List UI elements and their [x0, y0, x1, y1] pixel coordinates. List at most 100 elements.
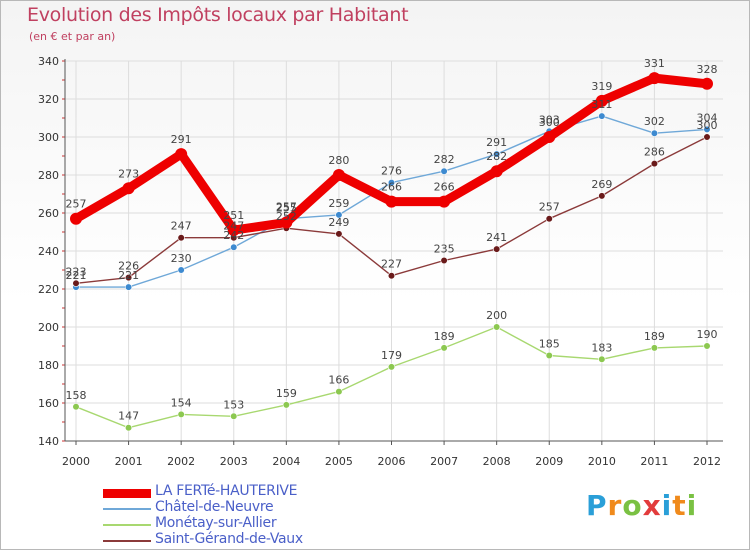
y-tick-label: 200: [38, 321, 59, 334]
data-label: 179: [381, 349, 402, 362]
legend: LA FERTé-HAUTERIVE Châtel-de-Neuvre Monéta…: [97, 483, 397, 549]
data-point: [335, 230, 343, 238]
data-point: [387, 363, 396, 371]
data-point: [438, 195, 451, 208]
data-point: [650, 344, 659, 352]
data-point: [545, 215, 553, 223]
data-point: [177, 410, 185, 419]
data-label: 311: [591, 98, 612, 111]
brand-letter: t: [672, 489, 687, 522]
data-label: 252: [276, 210, 297, 223]
data-point: [493, 323, 501, 331]
data-point: [124, 274, 133, 282]
data-label: 226: [118, 260, 139, 273]
data-point: [175, 148, 188, 161]
data-label: 185: [539, 338, 560, 351]
data-label: 249: [328, 216, 349, 229]
x-tick-label: 2007: [430, 455, 458, 468]
data-label: 331: [644, 57, 665, 70]
data-label: 276: [381, 165, 402, 178]
y-tick-label: 220: [38, 283, 59, 296]
data-point: [543, 131, 556, 143]
data-label: 259: [328, 197, 349, 210]
y-tick-label: 140: [38, 435, 59, 448]
data-label: 227: [381, 258, 402, 271]
legend-swatch: [103, 540, 151, 542]
data-label: 257: [66, 198, 87, 211]
data-label: 241: [486, 231, 507, 244]
data-point: [177, 266, 185, 274]
brand-letter: i: [686, 489, 698, 522]
y-tick-label: 280: [38, 169, 59, 182]
proxiti-logo: Proxiti: [586, 489, 697, 522]
x-tick-label: 2003: [220, 455, 248, 468]
y-tick-label: 300: [38, 131, 59, 144]
data-point: [490, 165, 503, 178]
data-point: [598, 112, 606, 120]
data-point: [227, 224, 240, 237]
data-label: 153: [223, 398, 244, 411]
data-point: [440, 256, 448, 265]
legend-swatch: [103, 488, 151, 498]
data-point: [70, 212, 82, 225]
data-label: 302: [644, 115, 665, 128]
axis-layer: 140 160 180 200 220 240 260 280 300 320 340 2000 200…: [38, 55, 723, 468]
data-point: [335, 388, 343, 396]
data-point: [648, 72, 661, 85]
data-point: [493, 245, 501, 253]
data-label: 282: [434, 153, 455, 166]
brand-letter: i: [661, 489, 673, 522]
data-point: [440, 167, 448, 175]
data-label: 304: [697, 111, 718, 124]
x-tick-label: 2005: [325, 455, 353, 468]
data-label: 303: [539, 113, 560, 126]
data-point: [385, 195, 398, 208]
data-point: [701, 77, 713, 90]
data-label: 247: [171, 220, 192, 233]
data-label: 230: [171, 252, 192, 265]
data-point: [703, 342, 711, 350]
legend-item: Châtel-de-Neuvre: [97, 499, 397, 517]
legend-label: Châtel-de-Neuvre: [155, 499, 274, 515]
data-label: 269: [591, 178, 612, 191]
x-tick-label: 2012: [693, 455, 721, 468]
data-point: [493, 150, 501, 158]
data-label: 291: [486, 136, 507, 149]
data-label: 221: [118, 269, 139, 282]
data-point: [124, 424, 133, 432]
series-layer: [70, 72, 713, 432]
data-label: 223: [66, 265, 87, 278]
data-label: 282: [486, 150, 507, 163]
legend-item: LA FERTé-HAUTERIVE: [97, 483, 397, 501]
data-point: [595, 94, 608, 107]
y-tick-label: 160: [38, 397, 59, 410]
data-point: [598, 192, 606, 200]
legend-swatch: [103, 524, 151, 526]
data-label: 319: [591, 80, 612, 93]
data-point: [335, 211, 343, 219]
data-point: [280, 216, 293, 229]
data-label: 251: [223, 209, 244, 222]
data-label: 242: [223, 229, 244, 242]
data-point: [177, 234, 185, 242]
x-tick-label: 2000: [62, 455, 90, 468]
legend-label: Saint-Gérand-de-Vaux: [155, 531, 303, 547]
data-point: [72, 403, 80, 411]
data-label: 190: [697, 328, 718, 341]
x-tick-label: 2001: [115, 455, 143, 468]
data-label: 257: [539, 201, 560, 214]
legend-item: Monétay-sur-Allier: [97, 515, 397, 533]
legend-label: Monétay-sur-Allier: [155, 515, 277, 531]
line-chart: 140 160 180 200 220 240 260 280 300 320 340 2000 200…: [38, 55, 723, 468]
data-point: [703, 125, 711, 133]
data-point: [72, 279, 80, 287]
data-label: 255: [276, 202, 297, 215]
y-tick-label: 260: [38, 207, 59, 220]
legend-item: Saint-Gérand-de-Vaux: [97, 531, 397, 549]
data-label: 328: [697, 63, 718, 76]
data-point: [650, 160, 659, 168]
data-label: 300: [697, 119, 718, 132]
data-label: 147: [118, 410, 139, 423]
data-point: [650, 129, 659, 137]
legend-swatch: [103, 508, 151, 510]
